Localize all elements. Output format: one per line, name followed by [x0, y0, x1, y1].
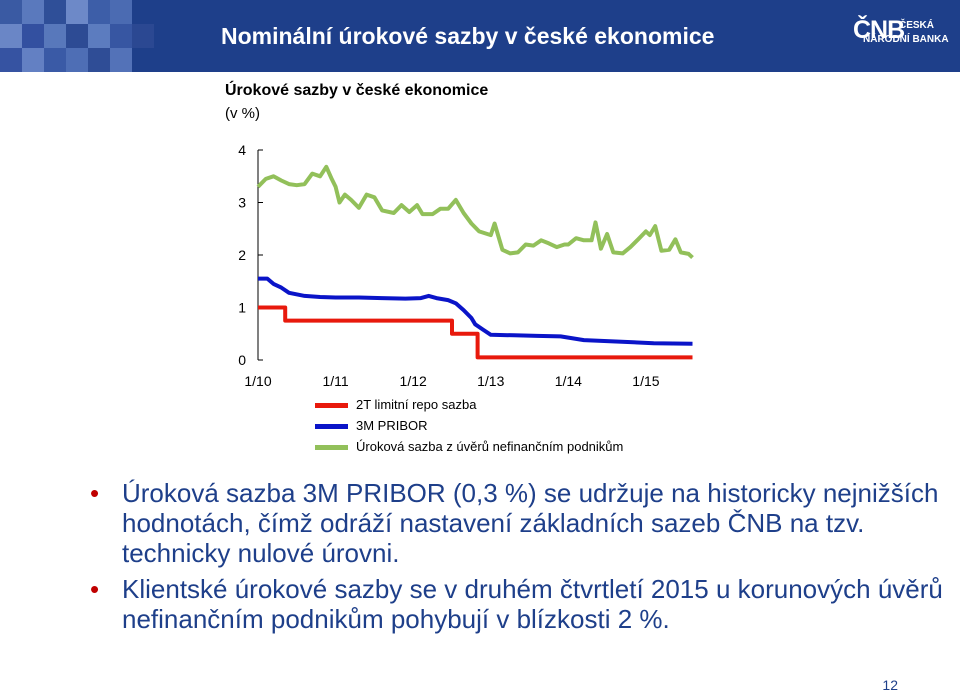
- chart-title: Úrokové sazby v české ekonomice: [225, 82, 489, 99]
- header-mosaic: [0, 0, 154, 72]
- y-tick-label: 4: [238, 142, 246, 158]
- header-bar: Nominální úrokové sazby v české ekonomic…: [0, 0, 960, 72]
- bullet-list: • Úroková sazba 3M PRIBOR (0,3 %) se udr…: [90, 478, 950, 640]
- x-tick-label: 1/13: [477, 373, 504, 389]
- chart-unit-label: (v %): [225, 105, 260, 122]
- bullet-marker: •: [90, 574, 100, 604]
- page-number: 12: [882, 677, 898, 693]
- legend-swatch: [315, 403, 348, 408]
- legend-label: 2T limitní repo sazba: [356, 397, 477, 412]
- cnb-logo: ČNB ČESKÁ NÁRODNÍ BANKA: [853, 16, 953, 58]
- legend-label: Úroková sazba z úvěrů nefinančním podnik…: [356, 439, 624, 454]
- x-tick-label: 1/14: [555, 373, 582, 389]
- series-line-2: [258, 276, 693, 346]
- bullet-item: • Úroková sazba 3M PRIBOR (0,3 %) se udr…: [90, 478, 950, 568]
- x-tick-label: 1/15: [632, 373, 659, 389]
- x-tick-label: 1/11: [322, 373, 348, 389]
- bullet-text: Klientské úrokové sazby se v druhém čtvr…: [122, 574, 943, 634]
- logo-mark: ČNB: [853, 16, 905, 44]
- bullet-text: Úroková sazba 3M PRIBOR (0,3 %) se udržu…: [122, 478, 939, 568]
- legend-label: 3M PRIBOR: [356, 418, 428, 433]
- bullet-item: • Klientské úrokové sazby se v druhém čt…: [90, 574, 950, 634]
- y-tick-label: 0: [238, 352, 246, 368]
- x-tick-label: 1/12: [400, 373, 427, 389]
- page-title: Nominální úrokové sazby v české ekonomic…: [221, 23, 715, 49]
- line-chart: 0 1 2 3 4 1/10 1/11 1/12 1/13 1/14 1/15: [238, 142, 694, 389]
- y-tick-label: 1: [238, 300, 246, 316]
- bullet-marker: •: [90, 478, 100, 508]
- y-tick-label: 2: [238, 247, 246, 263]
- y-tick-label: 3: [238, 195, 246, 211]
- x-tick-label: 1/10: [244, 373, 271, 389]
- series-line-1: [258, 305, 693, 360]
- logo-text-line1: ČESKÁ: [899, 20, 935, 31]
- series-line-3: [256, 164, 694, 260]
- legend-swatch: [315, 445, 348, 450]
- legend-swatch: [315, 424, 348, 429]
- logo-text-line2: NÁRODNÍ BANKA: [863, 34, 949, 45]
